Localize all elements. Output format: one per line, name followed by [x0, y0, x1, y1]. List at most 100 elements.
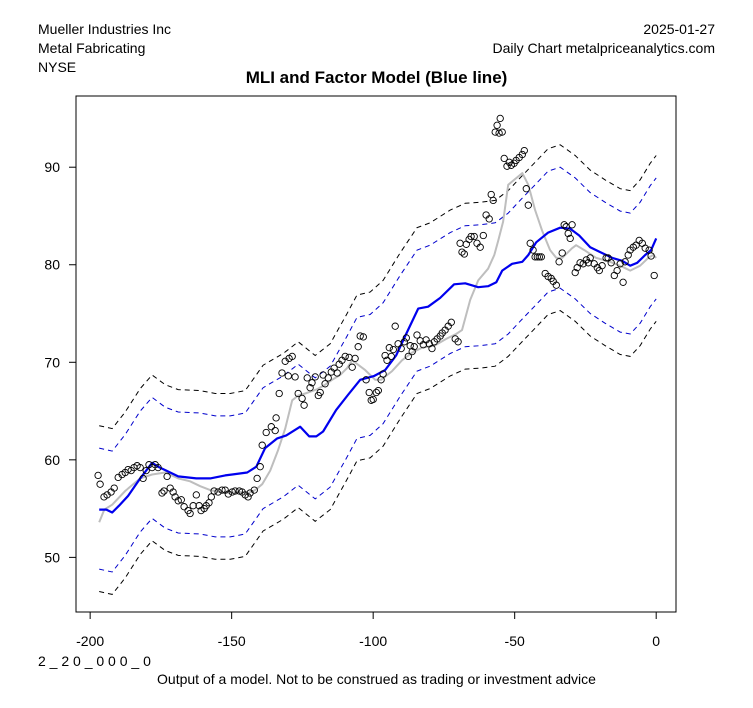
x-tick-label: -200 [76, 633, 104, 649]
price-point [158, 489, 166, 497]
price-point [522, 185, 530, 193]
price-point [467, 232, 475, 241]
price-point [96, 480, 104, 488]
price-point [610, 271, 618, 280]
price-point [493, 121, 501, 129]
price-point [250, 486, 258, 494]
price-point [321, 380, 329, 388]
x-tick-label: -50 [505, 633, 525, 649]
price-point [271, 426, 279, 435]
price-point [288, 352, 296, 361]
price-point [524, 201, 532, 209]
price-point [267, 423, 275, 431]
smoothed-price-line [98, 172, 657, 523]
price-point [218, 486, 226, 494]
price-point [500, 154, 508, 163]
price-point [379, 370, 387, 378]
price-point [571, 268, 579, 277]
price-point [495, 129, 503, 137]
price-point [177, 496, 185, 504]
y-tick-label: 70 [44, 354, 60, 370]
price-point [552, 281, 560, 289]
price-point [503, 162, 511, 170]
price-point [586, 254, 594, 262]
inner-band-lower [99, 287, 657, 573]
price-point [408, 347, 416, 356]
price-point [537, 253, 545, 261]
price-point [621, 258, 629, 266]
price-point [362, 376, 370, 384]
y-tick-label: 50 [44, 549, 60, 565]
price-point [256, 463, 264, 471]
y-axis: 50 60 70 80 90 [44, 159, 76, 565]
price-point [278, 369, 286, 377]
price-point [174, 497, 182, 505]
price-point [372, 388, 380, 397]
plot-frame [75, 95, 677, 613]
price-point [410, 343, 418, 351]
price-point [489, 196, 497, 205]
price-point [526, 239, 534, 247]
y-tick-label: 80 [44, 257, 60, 273]
price-point [345, 353, 353, 362]
price-point [308, 379, 316, 387]
price-point [624, 251, 632, 259]
price-point [210, 487, 218, 495]
price-point [262, 428, 270, 437]
price-point [650, 271, 658, 280]
price-point [253, 474, 261, 483]
header-right: 2025-01-27 Daily Chart metalpriceanalyti… [492, 21, 715, 59]
y-tick-label: 60 [44, 452, 60, 468]
chart-source: Daily Chart metalpriceanalytics.com [492, 40, 715, 56]
price-point [607, 259, 615, 267]
price-point [94, 471, 102, 480]
price-point [555, 258, 563, 266]
price-point [518, 150, 526, 159]
price-point [160, 487, 168, 495]
price-point [397, 344, 405, 353]
industry-name: Metal Fabricating [38, 40, 146, 56]
inner-band-upper [99, 166, 657, 452]
x-tick-label: -100 [359, 633, 387, 649]
disclaimer: Output of a model. Not to be construed a… [157, 671, 596, 687]
price-points [94, 114, 658, 518]
price-point [365, 388, 373, 397]
price-point [576, 259, 584, 267]
price-point [275, 389, 283, 398]
price-point [258, 441, 266, 449]
price-point [406, 342, 414, 350]
price-point [311, 373, 319, 381]
price-point [485, 215, 493, 223]
price-point [402, 334, 410, 342]
price-point [529, 246, 537, 254]
price-point [180, 503, 188, 511]
price-point [566, 234, 574, 243]
price-point [300, 401, 308, 409]
price-point [306, 384, 314, 392]
price-point [333, 369, 341, 377]
price-point [348, 363, 356, 371]
price-point [298, 394, 306, 403]
price-point [294, 389, 302, 398]
price-point [404, 352, 412, 361]
price-point [224, 490, 232, 498]
price-point [192, 491, 200, 499]
price-point [369, 395, 377, 404]
price-point [400, 338, 408, 346]
price-point [558, 249, 566, 257]
price-point [359, 333, 367, 341]
price-point [374, 386, 382, 395]
x-tick-label: 0 [652, 633, 660, 649]
series-lines [98, 172, 658, 523]
price-point [602, 254, 610, 262]
price-point [479, 231, 487, 240]
price-point [169, 488, 177, 496]
price-point [496, 114, 504, 123]
price-point [110, 484, 118, 492]
price-point [641, 244, 649, 252]
price-point [458, 248, 466, 256]
price-point [564, 229, 572, 238]
price-point [535, 253, 543, 261]
chart-title: MLI and Factor Model (Blue line) [245, 68, 508, 87]
price-point [613, 266, 621, 275]
